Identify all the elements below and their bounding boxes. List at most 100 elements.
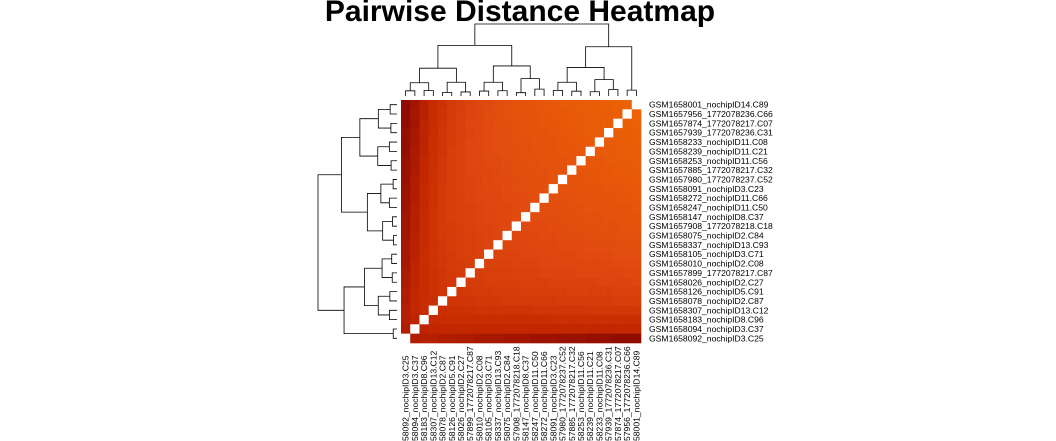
- row-label: GSM1658026_nochipID2.C27: [649, 277, 764, 287]
- heatmap-cell: [484, 277, 494, 288]
- heatmap-cell: [594, 202, 605, 213]
- heatmap-cell: [502, 249, 513, 260]
- heatmap-cell: [484, 314, 494, 325]
- heatmap-cell: [530, 212, 540, 222]
- heatmap-cell: [622, 296, 633, 306]
- heatmap-cell: [557, 314, 568, 325]
- heatmap-cell: [493, 268, 503, 278]
- heatmap-cell: [419, 212, 429, 222]
- heatmap-cell: [548, 305, 559, 316]
- heatmap-cell: [557, 221, 568, 232]
- heatmap-cell: [521, 221, 531, 232]
- heatmap-cell: [493, 221, 503, 232]
- column-label: 58183_nochipID8.C96: [419, 355, 429, 441]
- heatmap-cell: [594, 249, 605, 260]
- heatmap-cell: [521, 240, 531, 250]
- dendrogram-branch: [474, 23, 610, 47]
- heatmap-cell: [521, 314, 531, 325]
- heatmap-cell: [530, 296, 540, 306]
- heatmap-cell: [631, 156, 642, 166]
- heatmap-cell: [456, 324, 466, 334]
- heatmap-cell: [548, 258, 559, 269]
- dendrogram-branch: [492, 65, 531, 83]
- heatmap-cell: [493, 212, 503, 222]
- heatmap-cell: [511, 314, 522, 325]
- heatmap-cell: [502, 184, 513, 194]
- heatmap-cell: [401, 249, 411, 260]
- dendrogram-branch: [589, 91, 600, 96]
- heatmap-cell: [594, 193, 605, 204]
- column-label: 58078_nochipID2.C87: [438, 355, 448, 441]
- heatmap-cell: [567, 202, 577, 213]
- heatmap-cell: [548, 268, 559, 278]
- heatmap-cell: [613, 333, 623, 344]
- heatmap-cell: [465, 128, 476, 138]
- heatmap-cell: [622, 324, 633, 334]
- heatmap-cell: [493, 333, 503, 344]
- heatmap-cell: [410, 202, 420, 213]
- heatmap-cell: [456, 258, 466, 269]
- heatmap-cell: [511, 174, 522, 185]
- heatmap-cell: [401, 258, 411, 269]
- heatmap-cell: [401, 333, 411, 344]
- heatmap-cell: [511, 305, 522, 316]
- heatmap-cell: [502, 202, 513, 213]
- heatmap-cell: [631, 333, 642, 344]
- heatmap-cell: [613, 165, 623, 176]
- heatmap-cell: [548, 109, 559, 119]
- heatmap-cell: [530, 324, 540, 334]
- dendrogram-branch: [389, 104, 397, 115]
- heatmap-cell: [613, 324, 623, 334]
- row-label: GSM1658247_nochipID11.C50: [649, 202, 768, 212]
- heatmap-cell: [437, 137, 448, 148]
- heatmap-cell: [474, 277, 485, 288]
- heatmap-cell: [631, 174, 642, 185]
- heatmap-cell: [585, 268, 596, 278]
- heatmap-cell: [437, 193, 448, 204]
- heatmap-cell: [548, 165, 559, 176]
- heatmap-cell: [493, 314, 503, 325]
- heatmap-cell: [548, 174, 559, 185]
- heatmap-cell: [521, 286, 531, 297]
- heatmap-cell: [631, 296, 642, 306]
- heatmap-cell: [557, 258, 568, 269]
- heatmap-cell: [594, 137, 605, 148]
- dendrogram-branch: [388, 141, 397, 152]
- heatmap-cell: [594, 165, 605, 176]
- heatmap-cell: [622, 314, 633, 325]
- heatmap-cell: [484, 137, 494, 148]
- dendrogram-branch: [389, 291, 397, 302]
- heatmap-cell: [419, 305, 429, 316]
- heatmap-cell: [456, 128, 466, 138]
- heatmap-cell: [511, 333, 522, 344]
- heatmap-cell: [521, 165, 531, 176]
- heatmap-cell: [437, 118, 448, 129]
- column-label: 57899_1772078217.C87: [465, 346, 475, 441]
- heatmap-cell: [447, 268, 457, 278]
- heatmap-cell: [484, 128, 494, 138]
- row-label: GSM1658272_nochipID11.C66: [649, 193, 768, 203]
- heatmap-cell: [567, 193, 577, 204]
- heatmap-cell: [437, 146, 448, 157]
- heatmap-cell: [465, 324, 476, 334]
- heatmap-cell: [557, 137, 568, 148]
- heatmap-cell: [594, 118, 605, 129]
- heatmap-cell: [456, 296, 466, 306]
- heatmap-cell: [604, 100, 614, 110]
- heatmap-cell: [613, 156, 623, 166]
- heatmap-cell: [474, 221, 485, 232]
- heatmap-cell: [474, 314, 485, 325]
- heatmap-cell: [484, 109, 494, 119]
- heatmap-cell: [539, 296, 549, 306]
- heatmap-cell: [410, 109, 420, 119]
- heatmap-cell: [447, 249, 457, 260]
- heatmap-cell: [502, 193, 513, 204]
- heatmap-cell: [502, 230, 513, 241]
- heatmap-cell: [613, 268, 623, 278]
- heatmap-cell: [539, 118, 549, 129]
- dendrogram-branch: [377, 295, 390, 316]
- heatmap-cell: [521, 212, 531, 222]
- heatmap-cell: [530, 165, 540, 176]
- heatmap-cell: [585, 137, 596, 148]
- heatmap-cell: [401, 100, 411, 110]
